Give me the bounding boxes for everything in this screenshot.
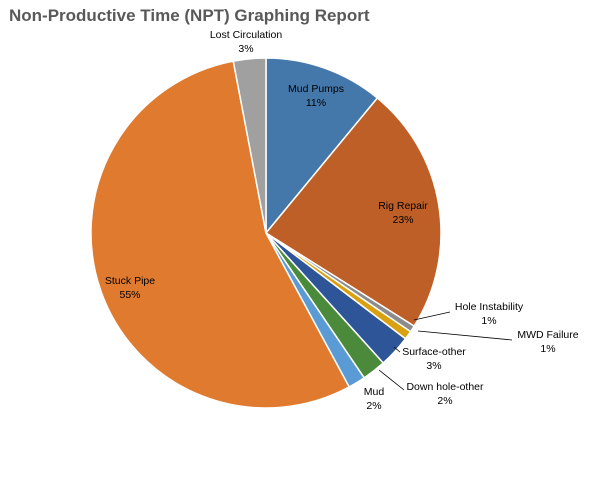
slice-label: Mud Pumps 11% xyxy=(288,83,344,109)
leader-line xyxy=(393,346,401,353)
pie-slice-stuck-pipe xyxy=(90,60,351,409)
pie-slice-rig-repair xyxy=(264,96,442,328)
leader-line xyxy=(417,330,513,341)
slice-label: Surface-other 3% xyxy=(402,346,466,372)
slice-label: Mud 2% xyxy=(364,386,385,412)
slice-label: Down hole-other 2% xyxy=(406,381,484,407)
leader-line xyxy=(378,369,405,391)
pie-slice-lost-circulation xyxy=(232,57,267,234)
slice-label: Stuck Pipe 55% xyxy=(105,275,155,301)
slice-label: Hole Instability 1% xyxy=(455,301,524,327)
slice-label: Rig Repair 23% xyxy=(378,200,428,226)
pie-slice-mud-pumps xyxy=(265,57,379,236)
chart-title: Non-Productive Time (NPT) Graphing Repor… xyxy=(9,6,370,25)
slice-label: MWD Failure 1% xyxy=(517,329,578,355)
leader-line xyxy=(413,311,451,321)
slice-label: Lost Circulation 3% xyxy=(210,29,283,55)
